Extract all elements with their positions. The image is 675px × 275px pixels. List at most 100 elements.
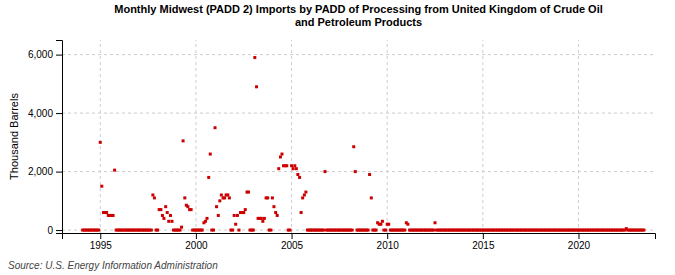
point bbox=[289, 229, 292, 232]
point bbox=[303, 193, 306, 196]
point bbox=[253, 56, 256, 59]
point bbox=[233, 214, 236, 217]
x-grid-line bbox=[387, 40, 388, 233]
y-tick-label: 2,000 bbox=[28, 166, 53, 177]
point bbox=[354, 170, 357, 173]
point bbox=[370, 196, 373, 199]
point bbox=[169, 214, 172, 217]
title-line: Monthly Midwest (PADD 2) Imports by PADD… bbox=[114, 3, 603, 15]
x-tick-mark bbox=[387, 233, 388, 239]
point bbox=[186, 205, 189, 208]
x-tick: 2005 bbox=[281, 233, 304, 251]
x-tick-mark bbox=[100, 233, 101, 239]
point bbox=[236, 214, 239, 217]
point bbox=[105, 211, 108, 214]
x-tick-label: 2020 bbox=[568, 240, 591, 251]
point bbox=[368, 173, 371, 176]
x-grid-line bbox=[100, 40, 101, 233]
point bbox=[271, 196, 274, 199]
y-tick: 4,000 bbox=[28, 108, 62, 119]
point bbox=[217, 214, 220, 217]
point bbox=[279, 155, 282, 158]
y-tick-label: 4,000 bbox=[28, 108, 53, 119]
point bbox=[266, 196, 269, 199]
point bbox=[295, 167, 298, 170]
y-grid-line bbox=[62, 230, 655, 231]
point bbox=[384, 229, 387, 232]
y-tick-label: 6,000 bbox=[28, 49, 53, 60]
source: Source: U.S. Energy Information Administ… bbox=[8, 260, 218, 271]
y-tick: 0 bbox=[47, 225, 62, 236]
point bbox=[298, 176, 301, 179]
point bbox=[304, 191, 307, 194]
points bbox=[81, 56, 645, 232]
x-axis-line bbox=[63, 234, 656, 240]
point bbox=[247, 191, 250, 194]
point bbox=[234, 223, 237, 226]
point bbox=[190, 208, 193, 211]
point bbox=[212, 229, 215, 232]
point bbox=[244, 208, 247, 211]
point bbox=[252, 229, 255, 232]
x-tick-mark bbox=[483, 233, 484, 239]
x-tick-mark bbox=[196, 233, 197, 239]
point bbox=[207, 176, 210, 179]
point bbox=[432, 229, 435, 232]
point bbox=[387, 223, 390, 226]
point bbox=[293, 164, 296, 167]
y-axis-line bbox=[56, 41, 63, 234]
point bbox=[226, 193, 229, 196]
x-grid-line bbox=[482, 40, 483, 233]
point bbox=[182, 139, 185, 142]
y-axis-title: Thousand Barrels bbox=[8, 93, 20, 180]
point bbox=[434, 221, 437, 224]
point bbox=[642, 229, 645, 232]
point bbox=[209, 153, 212, 156]
point bbox=[301, 196, 304, 199]
y-tick: 2,000 bbox=[28, 166, 62, 177]
point bbox=[322, 229, 325, 232]
point bbox=[292, 167, 295, 170]
x-tick: 2015 bbox=[472, 233, 495, 251]
x-tick: 2000 bbox=[185, 233, 208, 251]
y-tick-mark bbox=[56, 113, 62, 114]
point bbox=[276, 214, 279, 217]
point bbox=[100, 185, 103, 188]
point bbox=[183, 196, 186, 199]
point bbox=[269, 229, 272, 232]
x-tick-label: 2015 bbox=[472, 240, 495, 251]
x-tick: 2020 bbox=[568, 233, 591, 251]
point bbox=[215, 205, 218, 208]
point bbox=[164, 205, 167, 208]
x-grid-line bbox=[578, 40, 579, 233]
point bbox=[159, 208, 162, 211]
point bbox=[300, 211, 303, 214]
point bbox=[296, 173, 299, 176]
point bbox=[150, 229, 153, 232]
title: Monthly Midwest (PADD 2) Imports by PADD… bbox=[114, 3, 603, 28]
point bbox=[277, 167, 280, 170]
point bbox=[231, 229, 234, 232]
point bbox=[170, 220, 173, 223]
y-tick: 6,000 bbox=[28, 49, 62, 60]
title-line: and Petroleum Products bbox=[295, 16, 422, 28]
x-tick: 1995 bbox=[90, 233, 113, 251]
point bbox=[151, 193, 154, 196]
point bbox=[179, 229, 182, 232]
x-tick-label: 2000 bbox=[185, 240, 208, 251]
point bbox=[237, 229, 240, 232]
point bbox=[379, 223, 382, 226]
point bbox=[97, 229, 100, 232]
point bbox=[214, 126, 217, 129]
point bbox=[367, 229, 370, 232]
point bbox=[274, 211, 277, 214]
x-grid-line bbox=[291, 40, 292, 233]
point bbox=[112, 214, 115, 217]
point bbox=[242, 211, 245, 214]
point bbox=[218, 199, 221, 202]
point bbox=[324, 170, 327, 173]
point bbox=[99, 141, 102, 144]
x-tick-label: 1995 bbox=[90, 240, 113, 251]
point bbox=[162, 217, 165, 220]
point bbox=[220, 193, 223, 196]
